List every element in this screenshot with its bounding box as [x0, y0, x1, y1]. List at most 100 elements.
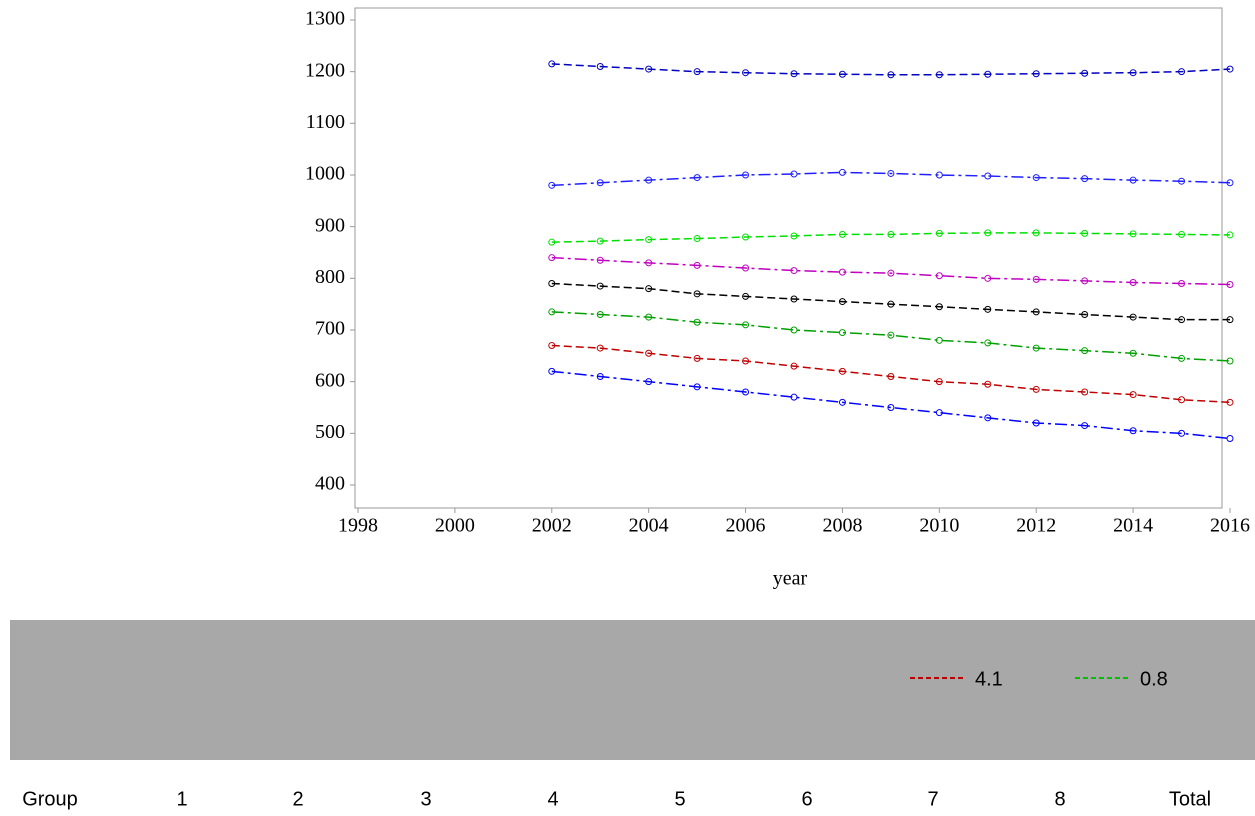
point — [790, 393, 798, 401]
y-tick-label: 400 — [315, 473, 345, 495]
point — [1178, 316, 1186, 324]
x-tick-label: 2008 — [822, 515, 862, 537]
point — [645, 378, 653, 386]
point — [1081, 175, 1089, 183]
point — [887, 300, 895, 308]
y-tick-label: 600 — [315, 369, 345, 391]
point — [838, 329, 846, 337]
point — [742, 292, 750, 300]
point — [790, 232, 798, 240]
point — [596, 63, 604, 70]
point — [1081, 277, 1089, 285]
series-line — [551, 232, 1231, 243]
point — [742, 171, 750, 179]
point — [935, 229, 943, 237]
point — [935, 409, 943, 417]
point — [984, 172, 992, 180]
series-line — [551, 171, 1231, 187]
annotation: 0.8 — [1140, 668, 1168, 690]
point — [645, 285, 653, 293]
point — [645, 313, 653, 321]
x-tick-label: 2000 — [435, 515, 475, 537]
point — [1032, 385, 1040, 393]
point — [1178, 177, 1186, 185]
point — [1178, 354, 1186, 362]
point — [693, 354, 701, 362]
x-tick-label: 2016 — [1210, 515, 1250, 537]
table-header-cell: 7 — [927, 788, 938, 810]
y-tick-label: 1300 — [305, 8, 345, 30]
series-line — [551, 370, 1231, 440]
point — [887, 269, 895, 277]
point — [548, 254, 556, 262]
point — [838, 268, 846, 276]
x-tick-label: 2012 — [1016, 515, 1056, 537]
point — [1178, 429, 1186, 437]
point — [984, 229, 992, 237]
point — [1032, 70, 1040, 78]
point — [935, 272, 943, 280]
point — [935, 378, 943, 386]
point — [935, 303, 943, 311]
annotation: 4.1 — [975, 668, 1003, 690]
point — [693, 318, 701, 326]
y-tick-label: 1100 — [306, 111, 345, 133]
point — [596, 311, 604, 318]
table-header-cell: 8 — [1054, 788, 1065, 810]
point — [742, 388, 750, 396]
point — [1081, 347, 1089, 355]
point — [1081, 422, 1089, 430]
point — [935, 71, 943, 79]
point — [1129, 230, 1137, 238]
series-line — [551, 282, 1230, 321]
y-tick-label: 1200 — [305, 59, 345, 81]
point — [548, 367, 556, 375]
point — [790, 326, 798, 334]
point — [548, 308, 556, 316]
point — [1081, 311, 1089, 318]
point — [742, 69, 750, 77]
x-tick-label: 2004 — [629, 515, 669, 537]
point — [1178, 280, 1186, 287]
table-header-cell: 4 — [547, 788, 558, 810]
point — [838, 367, 846, 375]
point — [596, 179, 604, 187]
point — [887, 71, 895, 79]
point — [548, 60, 556, 68]
point — [887, 404, 895, 411]
point — [1032, 344, 1040, 352]
point — [1081, 69, 1089, 77]
point — [838, 398, 846, 406]
point — [790, 70, 798, 78]
point — [984, 414, 992, 422]
point — [1226, 231, 1234, 239]
point — [1032, 174, 1040, 182]
point — [548, 181, 556, 189]
point — [1178, 68, 1186, 76]
point — [1226, 357, 1234, 365]
x-tick-label: 1998 — [338, 515, 378, 537]
table-header-cell: Group — [22, 788, 78, 810]
point — [693, 174, 701, 182]
point — [1032, 229, 1040, 237]
point — [1129, 427, 1137, 435]
point — [984, 380, 992, 388]
point — [887, 169, 895, 177]
point — [596, 237, 604, 245]
table-header-cell: 6 — [801, 788, 812, 810]
point — [790, 170, 798, 178]
series-line — [551, 311, 1231, 362]
point — [935, 171, 943, 179]
point — [984, 274, 992, 282]
point — [693, 290, 701, 298]
point — [1178, 230, 1186, 238]
point — [1226, 435, 1234, 442]
point — [1129, 391, 1137, 399]
point — [645, 259, 653, 267]
point — [838, 70, 846, 78]
y-tick-label: 1000 — [305, 163, 345, 185]
point — [693, 383, 701, 391]
point — [1032, 308, 1040, 316]
point — [645, 176, 653, 184]
point — [645, 236, 653, 244]
